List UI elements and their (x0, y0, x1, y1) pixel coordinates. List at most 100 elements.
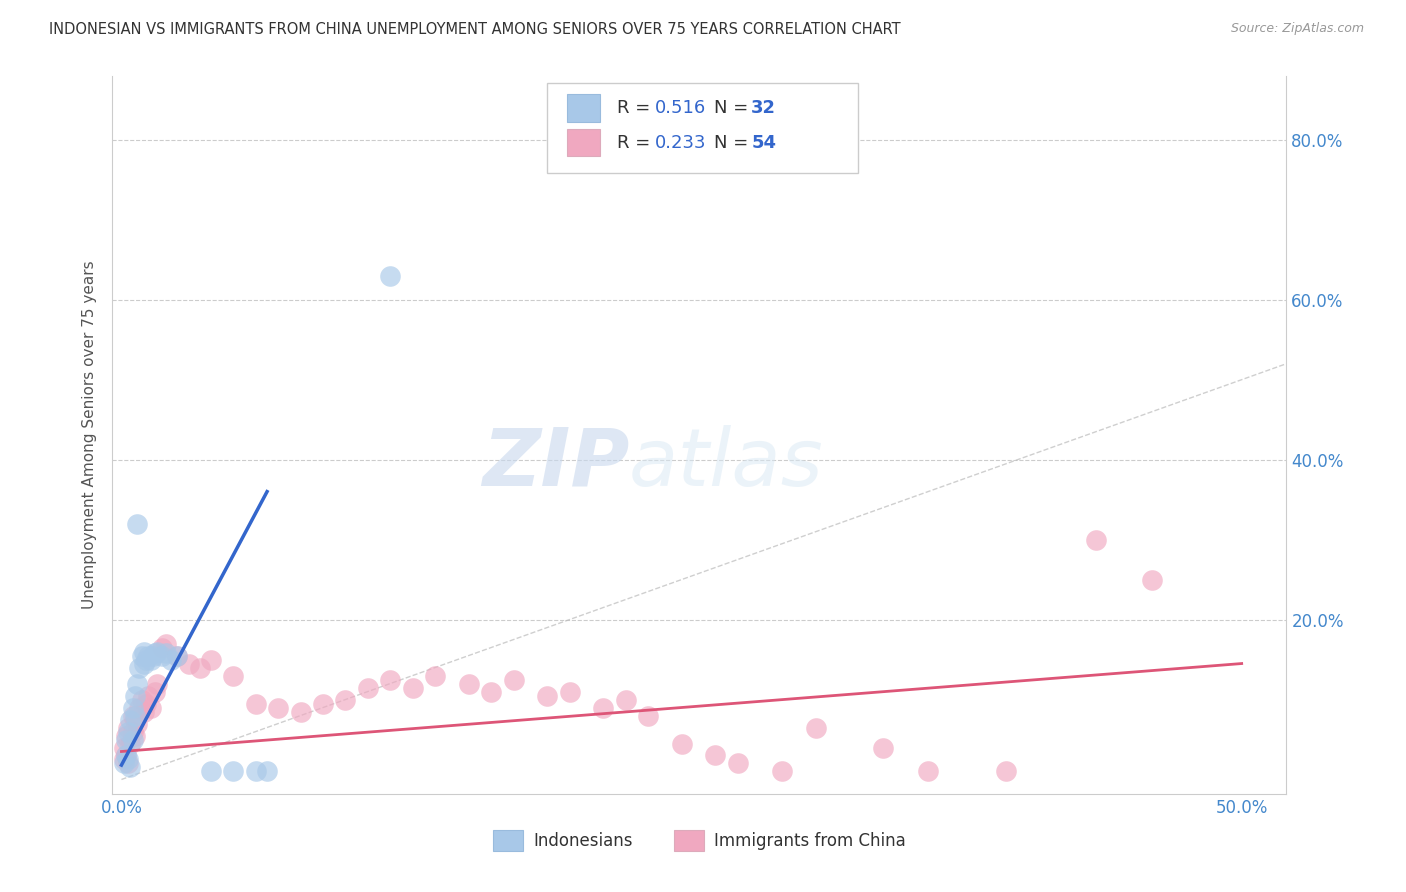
Point (245, 697, 267, 711)
Point (115, 729, 138, 743)
Point (804, 721, 827, 735)
Point (150, 648, 173, 663)
Point (872, 740, 894, 755)
Point (146, 644, 169, 658)
Point (112, 740, 135, 755)
Point (166, 648, 188, 663)
Point (112, 752, 135, 766)
Point (117, 752, 139, 766)
Point (120, 760, 142, 774)
Point (357, 681, 380, 695)
Point (727, 756, 749, 771)
Point (502, 673, 524, 687)
Point (995, 764, 1018, 779)
Point (479, 684, 502, 698)
Point (127, 516, 149, 531)
Point (121, 732, 143, 747)
Point (335, 692, 357, 706)
Point (380, 268, 402, 283)
Point (146, 676, 169, 690)
Point (124, 689, 146, 703)
Point (143, 646, 166, 660)
Point (143, 684, 166, 698)
Point (121, 708, 143, 723)
Point (256, 764, 278, 779)
Point (188, 660, 211, 674)
Point (139, 700, 162, 714)
Point (536, 689, 558, 703)
Point (222, 764, 245, 779)
Text: N =: N = (714, 99, 754, 117)
Text: 0.516: 0.516 (655, 99, 706, 117)
Text: N =: N = (714, 134, 754, 152)
Text: INDONESIAN VS IMMIGRANTS FROM CHINA UNEMPLOYMENT AMONG SENIORS OVER 75 YEARS COR: INDONESIAN VS IMMIGRANTS FROM CHINA UNEM… (49, 22, 901, 37)
Point (312, 697, 335, 711)
Point (558, 684, 581, 698)
Point (200, 764, 222, 779)
Point (155, 636, 177, 650)
Point (637, 708, 659, 723)
Legend: Indonesians, Immigrants from China: Indonesians, Immigrants from China (486, 823, 912, 857)
Point (124, 729, 146, 743)
Point (132, 644, 155, 658)
Point (159, 652, 181, 666)
Point (917, 764, 939, 779)
Point (120, 713, 142, 727)
Point (131, 692, 153, 706)
Point (135, 697, 157, 711)
Point (671, 737, 693, 751)
Point (592, 700, 614, 714)
FancyBboxPatch shape (547, 83, 858, 173)
Point (128, 700, 150, 714)
FancyBboxPatch shape (567, 95, 600, 122)
Text: ZIP: ZIP (482, 425, 628, 502)
FancyBboxPatch shape (567, 129, 600, 156)
Point (136, 648, 159, 663)
Point (121, 700, 143, 714)
Point (200, 652, 222, 666)
Text: Source: ZipAtlas.com: Source: ZipAtlas.com (1230, 22, 1364, 36)
Point (1140, 573, 1163, 587)
Point (150, 640, 173, 655)
Point (614, 692, 637, 706)
Point (115, 748, 138, 763)
Point (117, 721, 139, 735)
Text: 54: 54 (751, 134, 776, 152)
Point (127, 716, 149, 731)
Point (121, 724, 143, 739)
Point (135, 652, 157, 666)
Point (457, 676, 479, 690)
Point (132, 705, 155, 719)
Point (120, 737, 142, 751)
Point (127, 676, 149, 690)
Point (1085, 533, 1108, 547)
Y-axis label: Unemployment Among Seniors over 75 years: Unemployment Among Seniors over 75 years (82, 260, 97, 609)
Point (423, 668, 446, 682)
Point (128, 660, 150, 674)
Point (131, 648, 153, 663)
Text: R =: R = (617, 99, 657, 117)
Point (245, 764, 267, 779)
Point (124, 713, 146, 727)
Point (380, 673, 402, 687)
Point (115, 748, 138, 763)
Point (166, 648, 188, 663)
Point (132, 657, 155, 671)
Text: 0.233: 0.233 (655, 134, 706, 152)
Point (402, 681, 425, 695)
Point (155, 646, 177, 660)
Point (267, 700, 290, 714)
Point (117, 756, 139, 771)
Point (115, 732, 138, 747)
Text: R =: R = (617, 134, 657, 152)
Point (770, 764, 793, 779)
Point (704, 748, 727, 763)
Point (124, 708, 146, 723)
Point (222, 668, 245, 682)
Point (117, 724, 139, 739)
Point (142, 648, 165, 663)
Point (136, 689, 159, 703)
Point (177, 657, 200, 671)
Text: atlas: atlas (628, 425, 824, 502)
Point (112, 756, 135, 771)
